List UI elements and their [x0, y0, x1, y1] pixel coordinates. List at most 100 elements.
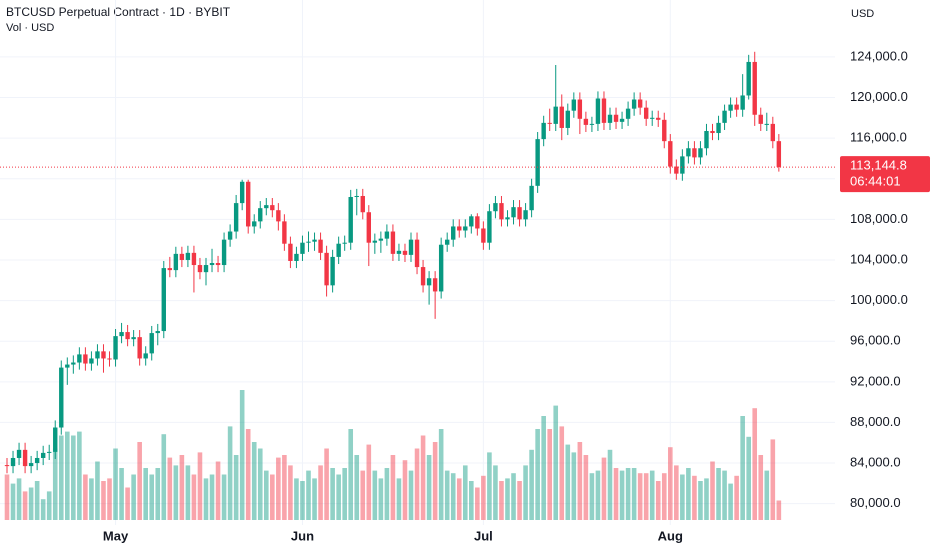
volume-bar — [764, 470, 770, 520]
volume-bar — [46, 491, 52, 520]
candle-body — [65, 364, 70, 368]
candle-body — [517, 207, 522, 220]
y-tick-label: 88,000.0 — [850, 414, 901, 429]
y-tick-label: 84,000.0 — [850, 454, 901, 469]
candle-body — [402, 250, 408, 255]
candle-body — [89, 358, 94, 364]
volume-bar — [263, 470, 269, 520]
candle-body — [113, 336, 118, 360]
volume-bar — [77, 431, 82, 520]
candle-body — [487, 211, 492, 243]
candle-body — [601, 98, 607, 123]
candle-body — [650, 117, 655, 119]
volume-bar — [686, 468, 691, 520]
volume-bar — [58, 435, 64, 520]
candle-body — [203, 265, 209, 273]
candle-body — [390, 231, 396, 254]
candle-body — [589, 123, 595, 125]
candle-body — [143, 353, 148, 359]
volume-bar — [288, 465, 293, 520]
y-axis-label: USD — [851, 8, 874, 20]
volume-bar — [444, 470, 450, 520]
candle-body — [161, 268, 166, 332]
volume-bar — [125, 487, 130, 520]
volume-bar — [22, 491, 28, 520]
candle-body — [258, 208, 263, 222]
candle-body — [432, 278, 438, 292]
volume-bar — [487, 452, 492, 520]
countdown: 06:44:01 — [850, 174, 901, 189]
volume-bar — [414, 448, 420, 520]
volume-bar — [722, 470, 727, 520]
candle-body — [101, 351, 106, 359]
candle-body — [613, 114, 619, 122]
candle-body — [523, 210, 528, 220]
candle-body — [535, 139, 540, 186]
volume-bar — [282, 455, 287, 520]
candle-body — [499, 203, 504, 220]
volume-bar — [28, 487, 34, 520]
volume-bar — [716, 468, 721, 520]
volume-bar — [571, 452, 577, 520]
volume-bar — [625, 468, 631, 520]
volume-bar — [661, 473, 667, 520]
volume-bar — [113, 448, 118, 520]
volume-bar — [312, 478, 317, 520]
candle-body — [511, 207, 516, 218]
x-tick-label: May — [103, 528, 129, 543]
candle-body — [674, 166, 679, 174]
volume-bar — [469, 481, 474, 520]
volume-bar — [71, 435, 76, 520]
candle-body — [710, 130, 715, 134]
candle-body — [764, 123, 769, 125]
candle-body — [131, 337, 136, 340]
candle-body — [276, 210, 281, 222]
y-tick-label: 92,000.0 — [850, 373, 901, 388]
candle-body — [529, 185, 534, 211]
volume-bar — [384, 468, 390, 520]
y-tick-label: 100,000.0 — [850, 292, 908, 307]
volume-bar — [251, 442, 257, 520]
volume-bar — [770, 439, 776, 520]
y-tick-label: 116,000.0 — [850, 130, 907, 145]
volume-bar — [680, 474, 685, 520]
volume-bar — [475, 487, 480, 520]
candle-body — [414, 239, 420, 268]
candle-body — [469, 216, 474, 227]
volume-bar — [758, 455, 764, 520]
candle-body — [728, 104, 733, 111]
volume-bar — [137, 442, 142, 520]
volume-bar — [577, 442, 583, 520]
candle-body — [149, 333, 154, 354]
volume-bar — [101, 481, 106, 520]
volume-bar — [438, 429, 444, 520]
volume-bar — [221, 474, 227, 520]
volume-bar — [517, 481, 522, 520]
candle-body — [396, 250, 402, 254]
candle-body — [746, 61, 751, 96]
candle-body — [758, 114, 763, 124]
volume-bar — [619, 470, 625, 520]
volume-bar — [553, 405, 559, 520]
candle-body — [481, 228, 486, 243]
volume-bar — [505, 478, 510, 520]
candle-body — [559, 106, 564, 128]
volume-bar — [179, 455, 185, 520]
candle-body — [547, 122, 552, 124]
y-tick-label: 120,000.0 — [850, 89, 908, 104]
volume-bar — [595, 470, 601, 520]
candle-body — [583, 118, 589, 125]
volume-bar — [559, 426, 565, 520]
volume-bar — [637, 473, 643, 520]
volume-bar — [300, 481, 305, 520]
volume-bar — [65, 431, 70, 520]
volume-bar — [324, 448, 329, 520]
volume-bar — [16, 478, 22, 520]
volume-bar — [499, 481, 504, 520]
last-price-tag — [840, 156, 930, 193]
candle-body — [378, 238, 384, 241]
candle-body — [173, 253, 179, 271]
candle-body — [197, 265, 203, 273]
candle-body — [420, 267, 426, 286]
candle-body — [83, 354, 88, 364]
